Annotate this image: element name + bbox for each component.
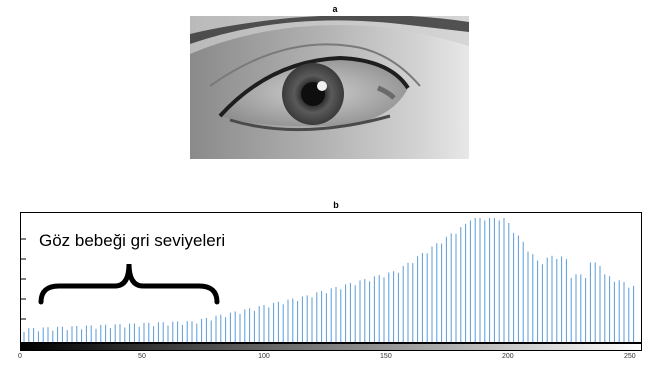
histogram-bars (21, 218, 635, 342)
x-tick-label: 50 (138, 353, 146, 360)
x-tick-label: 100 (258, 353, 270, 360)
x-tick-label: 150 (380, 353, 392, 360)
x-tick-label: 0 (18, 353, 22, 360)
eye-photo (190, 16, 469, 159)
panel-label-b: b (333, 200, 339, 210)
histogram-plot (20, 212, 642, 343)
grayscale-colorbar (20, 343, 642, 351)
curly-brace-icon (38, 263, 220, 305)
x-tick-label: 250 (623, 353, 636, 360)
pupil-gray-levels-annotation: Göz bebeği gri seviyeleri (39, 231, 226, 250)
x-tick-label: 200 (501, 353, 514, 360)
panel-label-a: a (332, 4, 338, 14)
